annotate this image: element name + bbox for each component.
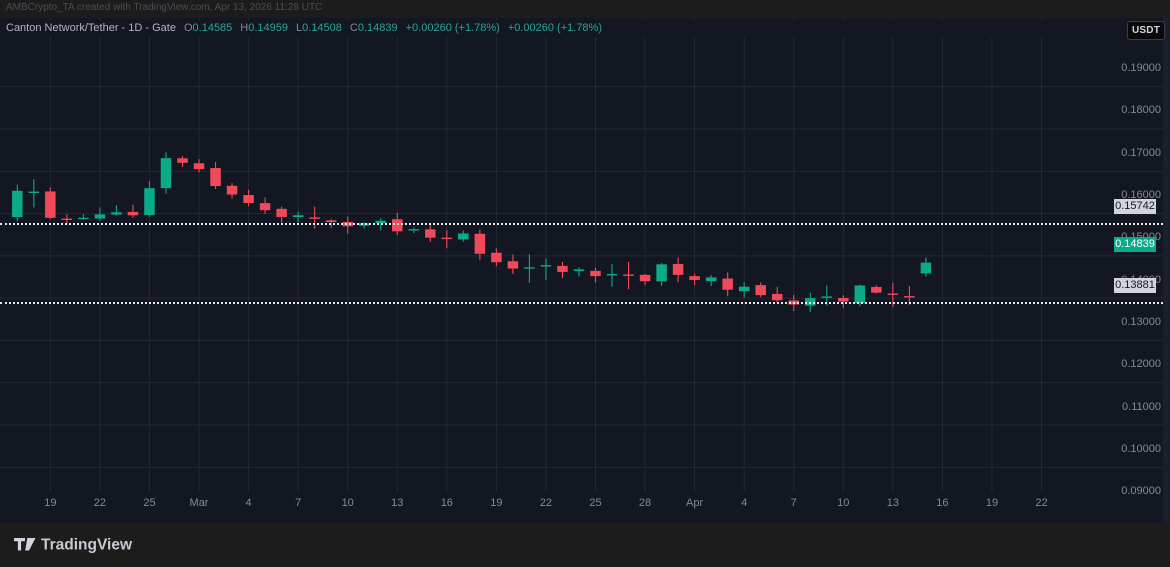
svg-text:TradingView: TradingView: [41, 537, 133, 554]
